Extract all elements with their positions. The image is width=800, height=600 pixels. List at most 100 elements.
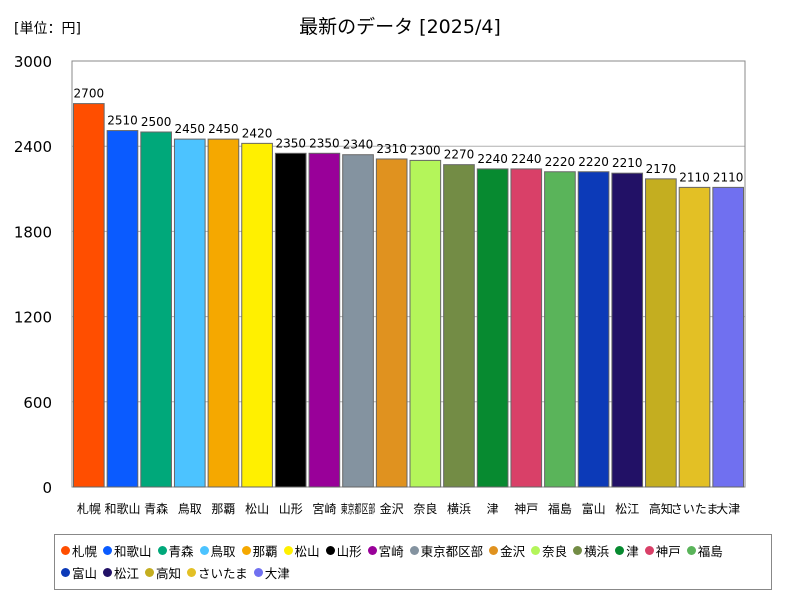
legend-item: 青森 [157,539,194,561]
legend-item: 松山 [283,539,320,561]
legend-swatch [686,545,696,555]
x-tick-label: 神戸 [514,502,538,516]
x-tick-label: 松山 [245,502,269,516]
legend-swatch [241,545,251,555]
y-tick-label: 2400 [14,138,52,156]
legend-item: 札幌 [61,539,97,561]
legend-label: 東京都区部 [420,543,484,559]
x-tick-label: 松江 [615,502,639,516]
bar-chart: 0 600 1200 1800 2400 3000 2700 札幌 2510 和歌山 2500 青森 2… [14,53,746,516]
bar [106,130,139,488]
data-label: 2240 [511,152,542,166]
legend-item: 和歌山 [103,539,152,561]
data-label: 2310 [376,142,407,156]
legend-item: 鳥取 [199,539,236,561]
bar [207,138,240,488]
x-tick-label: 横浜 [447,502,471,516]
legend-item: 奈良 [531,539,567,561]
data-label: 2450 [175,122,206,136]
data-label: 2170 [646,162,677,176]
legend-swatch [187,567,197,577]
legend-item: 津 [615,539,639,561]
bar [611,172,644,488]
y-tick-label: 0 [42,479,52,497]
bar [544,171,576,488]
bar [140,131,172,488]
legend-swatch [103,567,113,577]
y-tick-label: 1800 [14,223,52,241]
legend: 札幌 和歌山 青森 鳥取 那覇 松山 山形 宮崎 東京都区部 金沢 奈良 横浜津神戸 福島富山 松江 高知 さ… [54,534,772,590]
x-tick-label: 大津 [716,502,740,516]
data-label: 2350 [309,136,340,150]
bar [409,159,442,488]
bar [678,186,711,488]
x-tick-label: さいたま [671,502,719,516]
data-label: 2210 [612,156,643,170]
x-tick-label: 鳥取 [178,501,202,516]
legend-swatch [573,545,583,555]
legend-swatch [644,545,654,555]
x-tick-label: 那覇 [211,502,235,516]
legend-swatch [531,545,541,555]
bar [375,158,408,488]
data-label: 2350 [275,136,306,150]
legend-label: 神戸 [655,543,681,559]
legend-label: 奈良 [542,543,568,559]
legend-label: 横浜 [584,543,610,559]
legend-item: 神戸 [644,539,681,561]
legend-swatch [489,545,499,555]
legend-label: 青森 [168,543,194,559]
legend-item: さいたま [187,561,248,583]
legend-label: 金沢 [500,543,526,559]
y-tick-label: 600 [23,394,52,412]
legend-swatch [283,545,293,555]
x-tick-label: 山形 [279,502,303,516]
bar [274,152,307,488]
legend-label: 那覇 [252,543,278,559]
legend-item: 宮崎 [367,539,404,561]
legend-swatch [253,567,263,577]
data-label: 2450 [208,122,239,136]
y-tick-label: 3000 [14,53,52,71]
legend-swatch [199,545,209,555]
legend-label: 宮崎 [378,543,404,559]
data-label: 2340 [343,138,374,152]
legend-item: 高知 [145,561,181,583]
bar [476,168,509,488]
y-tick-label: 1200 [14,309,52,327]
legend-swatch [157,545,167,555]
x-tick-label: 札幌 [77,501,101,516]
x-tick-label: 津 [487,502,499,516]
bar [73,103,105,488]
x-tick-label: 富山 [582,501,606,516]
legend-item: 山形 [325,539,362,561]
data-label: 2300 [410,143,441,157]
data-label: 2220 [578,155,609,169]
legend-swatch [615,545,625,555]
bar [510,168,543,488]
x-tick-label: 金沢 [380,501,404,516]
legend-label: 富山 [72,565,98,581]
data-label: 2500 [141,115,172,129]
x-tick-label: 和歌山 [104,501,140,516]
legend-item: 東京都区部 [409,539,484,561]
legend-item: 富山 [61,561,97,583]
x-tick-label: 奈良 [413,501,437,516]
legend-swatch [325,545,335,555]
unit-label: [単位：円] [14,21,81,37]
legend-label: さいたま [198,565,248,581]
data-label: 2110 [713,170,744,184]
bar [342,154,374,488]
x-tick-label: 福島 [548,501,572,516]
legend-label: 山形 [336,543,362,559]
legend-item: 横浜 [573,539,609,561]
legend-item: 福島 [686,539,723,561]
legend-item: 那覇 [241,539,278,561]
legend-label: 津 [626,543,639,559]
data-label: 2240 [477,152,508,166]
legend-label: 福島 [697,543,723,559]
legend-label: 松江 [114,565,140,581]
bar [308,152,341,488]
x-tick-label: 宮崎 [312,501,336,516]
bar [443,164,475,488]
